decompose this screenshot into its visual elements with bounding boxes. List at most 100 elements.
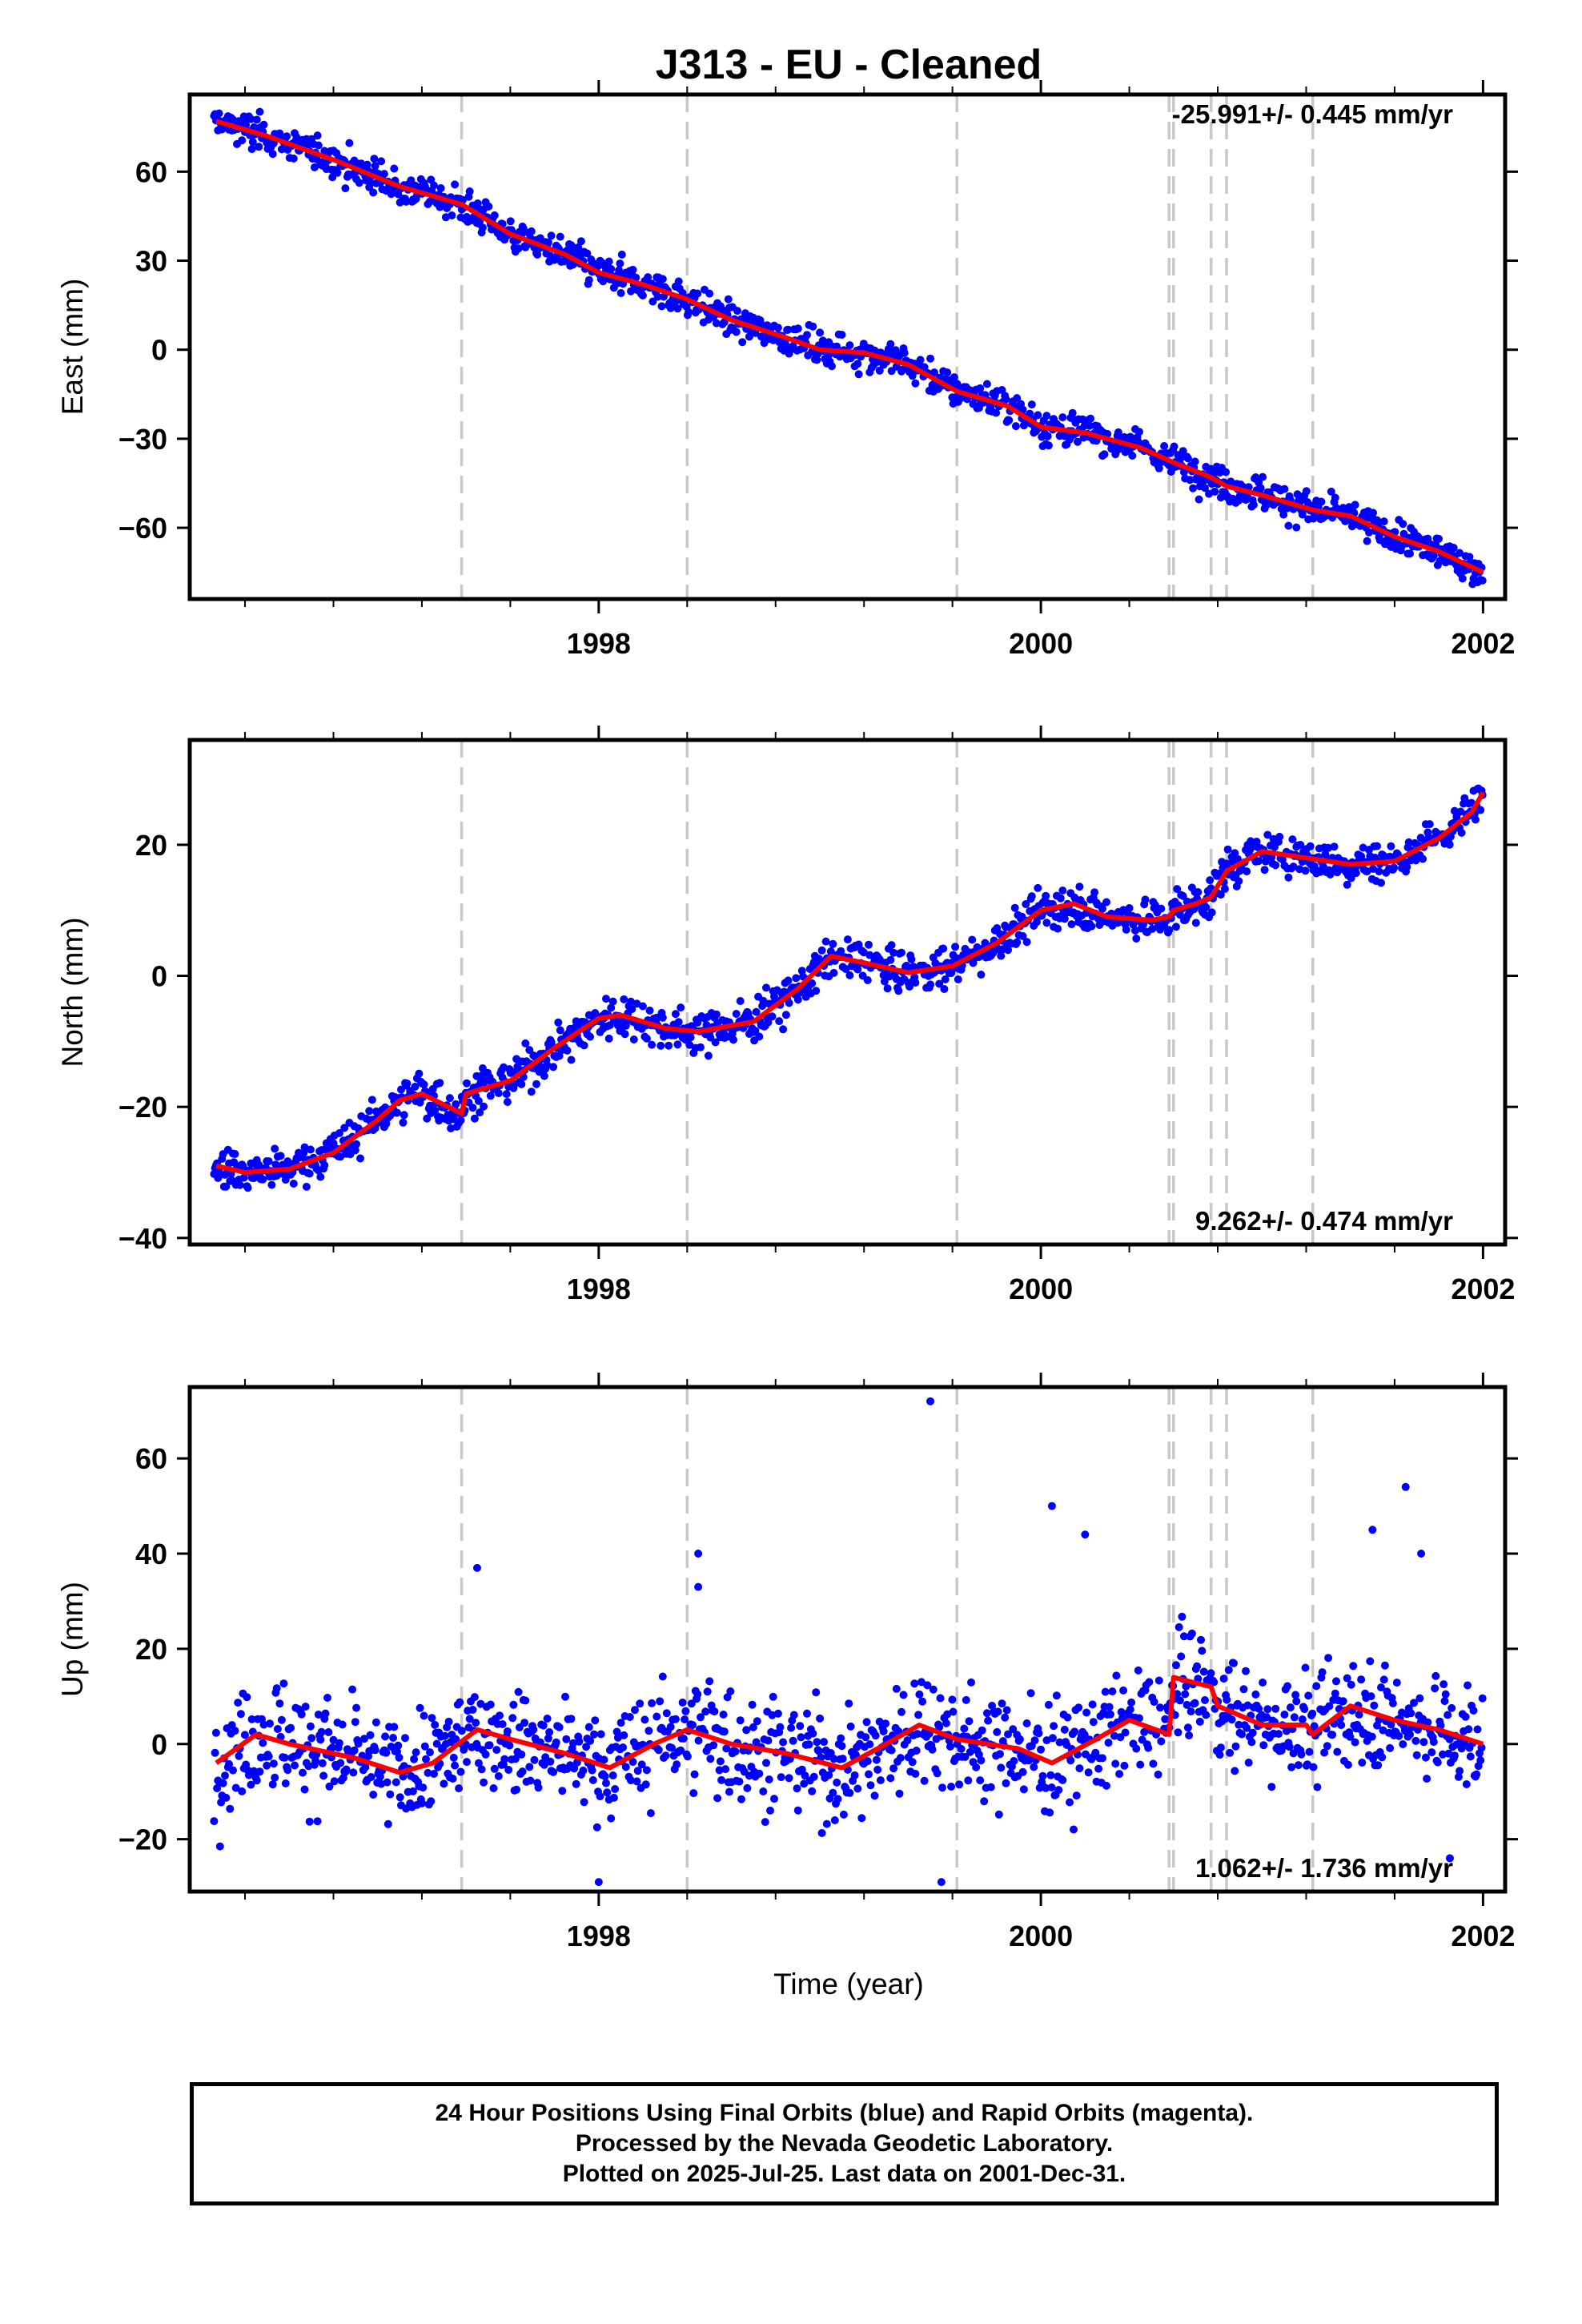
data-point [1286, 1703, 1295, 1712]
data-point [321, 1709, 330, 1718]
outlier-point [1081, 1530, 1090, 1539]
data-point [1154, 1676, 1163, 1685]
data-point [1157, 904, 1166, 913]
data-point [1215, 1751, 1224, 1759]
data-point [1220, 884, 1229, 893]
data-point [352, 1703, 361, 1712]
data-point [918, 1697, 927, 1706]
data-point [830, 1816, 839, 1824]
data-point [1165, 926, 1174, 935]
outlier-point [926, 1397, 935, 1405]
data-point [456, 1116, 465, 1124]
data-point [853, 965, 862, 974]
daily-points [210, 1397, 1487, 1887]
data-point [997, 1763, 1006, 1772]
data-point [1275, 1730, 1283, 1739]
data-point [410, 1755, 419, 1763]
data-point [705, 1677, 714, 1686]
data-point [575, 1737, 584, 1746]
data-point [886, 340, 895, 348]
data-point [1118, 1714, 1126, 1723]
data-point [1177, 1652, 1186, 1661]
data-point [511, 1755, 520, 1763]
data-point [572, 1779, 580, 1788]
data-point [545, 1728, 554, 1736]
data-point [833, 1778, 841, 1787]
data-point [1323, 1742, 1331, 1751]
data-point [1256, 484, 1265, 493]
data-point [243, 1184, 252, 1192]
data-point [1106, 1710, 1114, 1719]
data-point [935, 979, 944, 988]
data-point [1157, 1737, 1166, 1746]
data-point [517, 1750, 526, 1759]
data-point [1317, 497, 1326, 506]
data-point [367, 1773, 375, 1781]
data-point [1472, 1770, 1481, 1779]
data-point [711, 1038, 720, 1047]
data-point [319, 1771, 328, 1780]
data-point [367, 1096, 376, 1104]
data-point [1330, 842, 1339, 851]
data-point [1108, 1687, 1117, 1696]
data-point [693, 289, 702, 298]
data-point [1119, 1686, 1128, 1695]
data-point [1191, 919, 1200, 927]
data-point [1298, 1715, 1307, 1723]
data-point [880, 977, 889, 986]
data-point [1126, 1705, 1134, 1714]
data-point [1202, 1711, 1211, 1719]
data-point [1373, 842, 1381, 850]
data-point [1110, 1731, 1118, 1740]
data-point [1015, 1735, 1024, 1743]
data-point [677, 1003, 685, 1012]
data-point [1216, 891, 1225, 899]
data-point [570, 1764, 579, 1773]
data-point [1387, 842, 1395, 850]
data-point [335, 1739, 343, 1747]
data-point [821, 937, 830, 946]
data-point [820, 1738, 829, 1747]
data-point [1327, 487, 1335, 496]
y-tick-label: −20 [118, 1091, 167, 1124]
data-point [1407, 1709, 1415, 1718]
data-point [957, 1744, 966, 1753]
data-point [964, 1776, 973, 1785]
data-point [933, 1769, 942, 1778]
data-point [1244, 1759, 1253, 1767]
data-point [1186, 1707, 1195, 1716]
data-point [238, 136, 247, 145]
data-point [219, 1779, 227, 1787]
data-point [354, 1739, 363, 1748]
data-point [1399, 1740, 1407, 1748]
data-point [632, 1777, 641, 1786]
data-point [1080, 1731, 1089, 1739]
data-point [992, 408, 1001, 417]
data-point [1090, 888, 1099, 897]
data-point [316, 1172, 325, 1181]
data-point [792, 974, 801, 983]
data-point [1004, 946, 1012, 955]
data-point [1263, 1713, 1271, 1722]
data-point [360, 1735, 368, 1743]
data-point [1377, 879, 1385, 887]
data-point [393, 1108, 401, 1117]
data-point [673, 304, 682, 313]
data-point [648, 1040, 656, 1049]
data-point [1222, 468, 1231, 476]
data-point [1027, 892, 1036, 901]
data-point [631, 1706, 639, 1715]
data-point [1202, 903, 1211, 911]
data-point [743, 1783, 752, 1792]
data-point [268, 150, 277, 159]
data-point [822, 1819, 831, 1828]
data-point [544, 238, 552, 247]
data-point [607, 264, 616, 273]
data-point [706, 1033, 715, 1042]
data-point [1135, 1714, 1143, 1723]
data-point [297, 1710, 306, 1719]
data-point [732, 328, 741, 336]
data-point [1357, 852, 1366, 861]
data-point [1178, 447, 1187, 456]
data-point [1458, 574, 1467, 583]
